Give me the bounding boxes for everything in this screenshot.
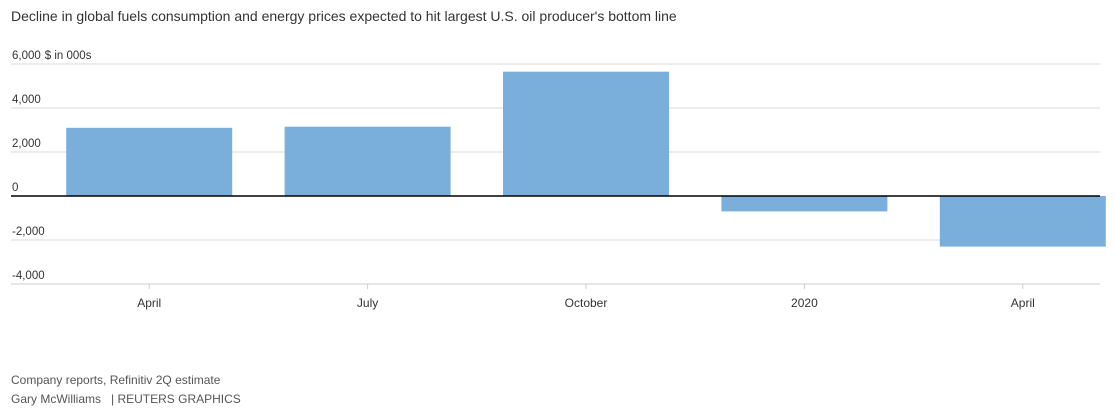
y-tick-label: 6,000 $ in 000s [12, 50, 92, 62]
y-tick-label: -2,000 [12, 226, 45, 238]
x-tick-label: April [137, 296, 161, 310]
bar [503, 71, 669, 196]
labels: 6,000 $ in 000s 4,000 2,000 0 -2,000 -4,000 Apr… [12, 50, 1035, 310]
bar [939, 196, 1106, 247]
source-note: Company reports, Refinitiv 2Q estimate [11, 373, 221, 387]
y-unit-label: $ in 000s [45, 50, 92, 62]
bar [721, 196, 888, 212]
bar [284, 126, 451, 196]
bars [66, 71, 1106, 247]
publisher-name: | REUTERS GRAPHICS [111, 392, 241, 406]
bar-chart: 6,000 $ in 000s 4,000 2,000 0 -2,000 -4,000 Apr… [11, 50, 1106, 310]
y-tick-label: 4,000 [12, 94, 41, 106]
axes [11, 195, 1100, 289]
x-tick-label: 2020 [791, 296, 818, 310]
y-tick-label: -4,000 [12, 270, 45, 282]
y-tick-label: 0 [12, 182, 18, 194]
x-tick-label: July [357, 296, 378, 310]
credit-line: Gary McWilliams | REUTERS GRAPHICS [11, 392, 241, 406]
y-tick-label: 2,000 [12, 138, 41, 150]
chart-title: Decline in global fuels consumption and … [11, 8, 677, 24]
author-name: Gary McWilliams [11, 392, 101, 406]
x-tick-label: October [565, 296, 608, 310]
bar [66, 127, 233, 196]
x-tick-label: April [1011, 296, 1035, 310]
